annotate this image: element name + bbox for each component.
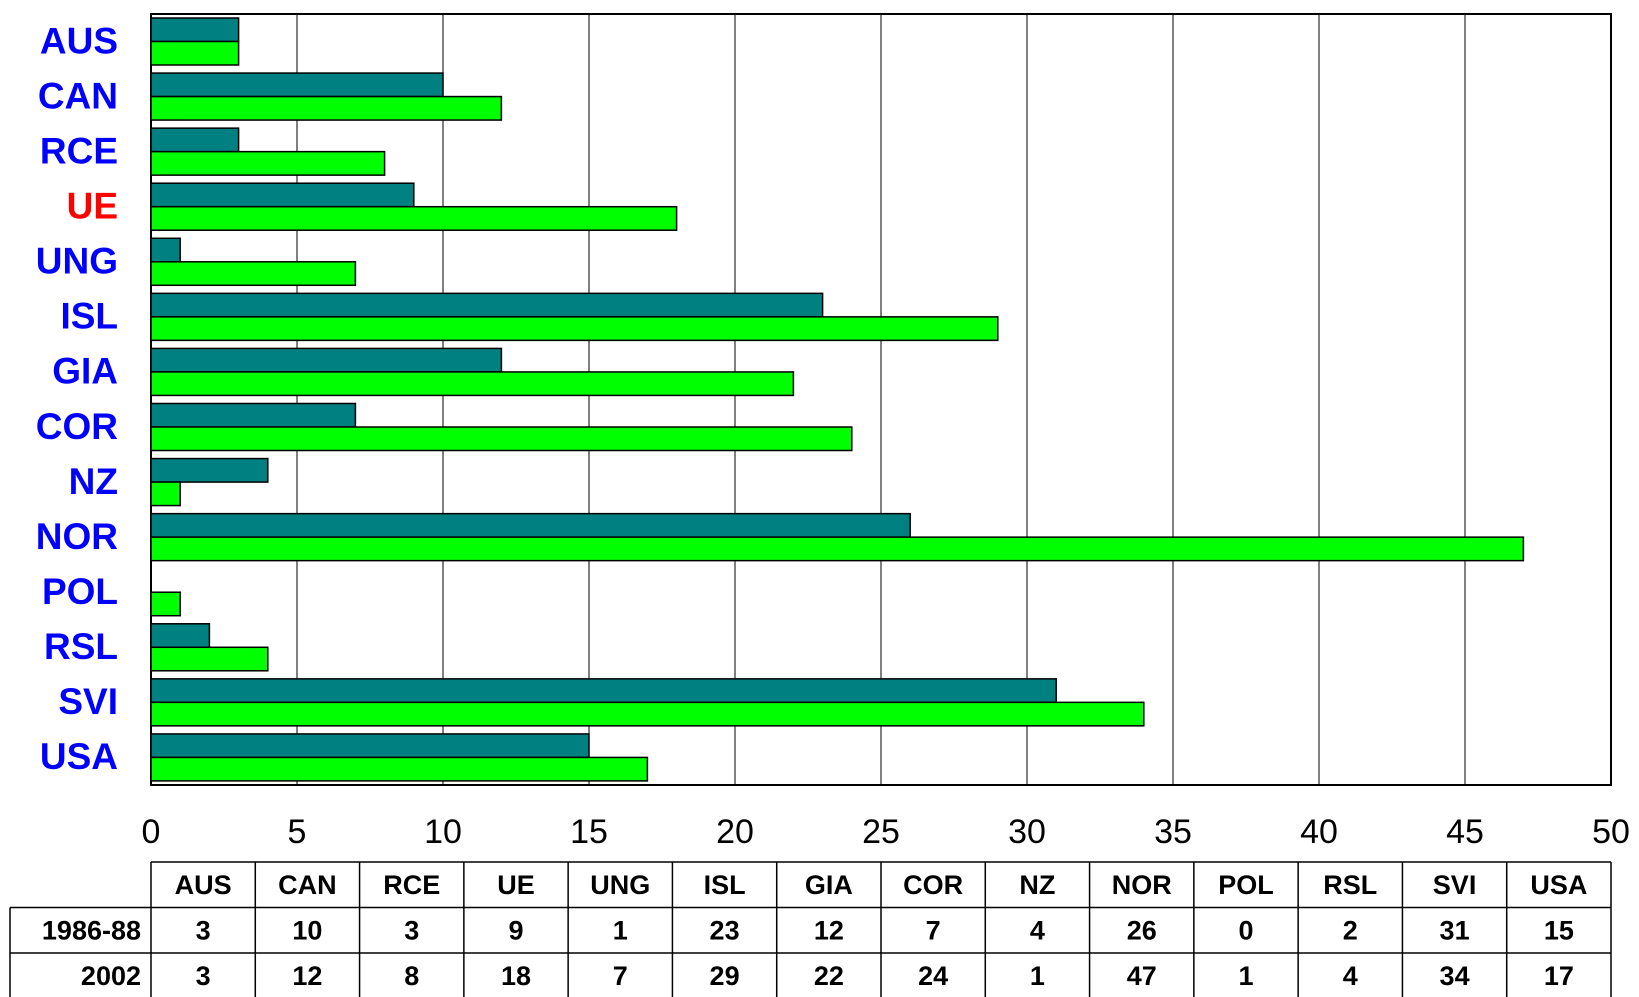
table-cell: 3 (196, 961, 211, 991)
table-cell: 7 (926, 915, 941, 945)
bar (150, 261, 357, 287)
bar (150, 733, 590, 759)
table-cell: 29 (710, 961, 740, 991)
x-tick-label: 10 (424, 813, 462, 851)
x-tick-label: 5 (288, 813, 307, 851)
table-cell: 24 (918, 961, 948, 991)
table-cell: 15 (1544, 915, 1574, 945)
table-cell: 34 (1440, 961, 1470, 991)
bar (150, 127, 240, 153)
category-label: RCE (40, 130, 118, 171)
x-tick-label: 45 (1446, 813, 1484, 851)
x-tick-label: 0 (142, 813, 161, 851)
table-cell: 4 (1343, 961, 1358, 991)
bar (150, 457, 269, 483)
bar (150, 756, 649, 782)
table-cell: 1 (1030, 961, 1045, 991)
x-tick-label: 35 (1154, 813, 1192, 851)
bar (150, 426, 853, 452)
table-header: UNG (590, 870, 650, 900)
category-label: POL (42, 571, 118, 612)
table-header: UE (497, 870, 535, 900)
table-header: COR (903, 870, 963, 900)
bar (150, 205, 678, 231)
table-cell: 4 (1030, 915, 1045, 945)
table-header: POL (1218, 870, 1274, 900)
category-label: RSL (44, 626, 118, 667)
bar (150, 623, 211, 649)
category-label: COR (36, 406, 118, 447)
table-row-label: 1986-88 (42, 915, 141, 945)
bar (150, 292, 824, 318)
bar (150, 512, 911, 538)
bar (150, 591, 181, 617)
table-header: RCE (383, 870, 440, 900)
x-tick-label: 15 (570, 813, 608, 851)
bar (150, 646, 269, 672)
category-label: NOR (36, 516, 118, 557)
table-header: USA (1530, 870, 1587, 900)
table-cell: 47 (1127, 961, 1157, 991)
bar (150, 237, 181, 263)
table-header: SVI (1433, 870, 1477, 900)
category-label: SVI (58, 681, 118, 722)
table-header: ISL (704, 870, 746, 900)
table-cell: 12 (814, 915, 844, 945)
category-label: CAN (38, 75, 118, 116)
table-cell: 0 (1238, 915, 1253, 945)
bar (150, 402, 357, 428)
table-header: GIA (805, 870, 853, 900)
table-cell: 7 (613, 961, 628, 991)
table-cell: 8 (404, 961, 419, 991)
table-cell: 12 (292, 961, 322, 991)
bar (150, 701, 1145, 727)
bar (150, 17, 240, 43)
bar (150, 72, 444, 98)
table-header: CAN (278, 870, 337, 900)
table-header: NZ (1019, 870, 1055, 900)
x-tick-label: 25 (862, 813, 900, 851)
table-cell: 18 (501, 961, 531, 991)
bar (150, 150, 386, 176)
table-cell: 3 (196, 915, 211, 945)
x-tick-label: 20 (716, 813, 754, 851)
table-cell: 10 (292, 915, 322, 945)
category-label: GIA (52, 351, 118, 392)
x-tick-label: 50 (1592, 813, 1630, 851)
table-cell: 2 (1343, 915, 1358, 945)
bar (150, 678, 1057, 704)
bar (150, 40, 240, 66)
table-header: AUS (175, 870, 232, 900)
bar (150, 316, 999, 342)
x-tick-label: 40 (1300, 813, 1338, 851)
category-label: ISL (60, 296, 118, 337)
table-cell: 3 (404, 915, 419, 945)
bar (150, 536, 1525, 562)
table-cell: 23 (710, 915, 740, 945)
table-cell: 1 (613, 915, 628, 945)
table-cell: 31 (1440, 915, 1470, 945)
table-cell: 1 (1238, 961, 1253, 991)
bar (150, 481, 181, 507)
table-cell: 22 (814, 961, 844, 991)
bar (150, 371, 795, 397)
category-label: UNG (36, 241, 118, 282)
bar (150, 95, 503, 121)
bar (150, 182, 415, 208)
bar (150, 347, 503, 373)
plot-frame (150, 13, 1612, 786)
category-label: NZ (69, 461, 118, 502)
table-header: RSL (1323, 870, 1377, 900)
table-cell: 9 (508, 915, 523, 945)
table-cell: 17 (1544, 961, 1574, 991)
table-row-label: 2002 (81, 961, 141, 991)
category-label: AUS (40, 20, 118, 61)
table-header: NOR (1112, 870, 1172, 900)
x-tick-label: 30 (1008, 813, 1046, 851)
category-label: UE (67, 186, 118, 227)
table-cell: 26 (1127, 915, 1157, 945)
category-label: USA (40, 736, 118, 777)
